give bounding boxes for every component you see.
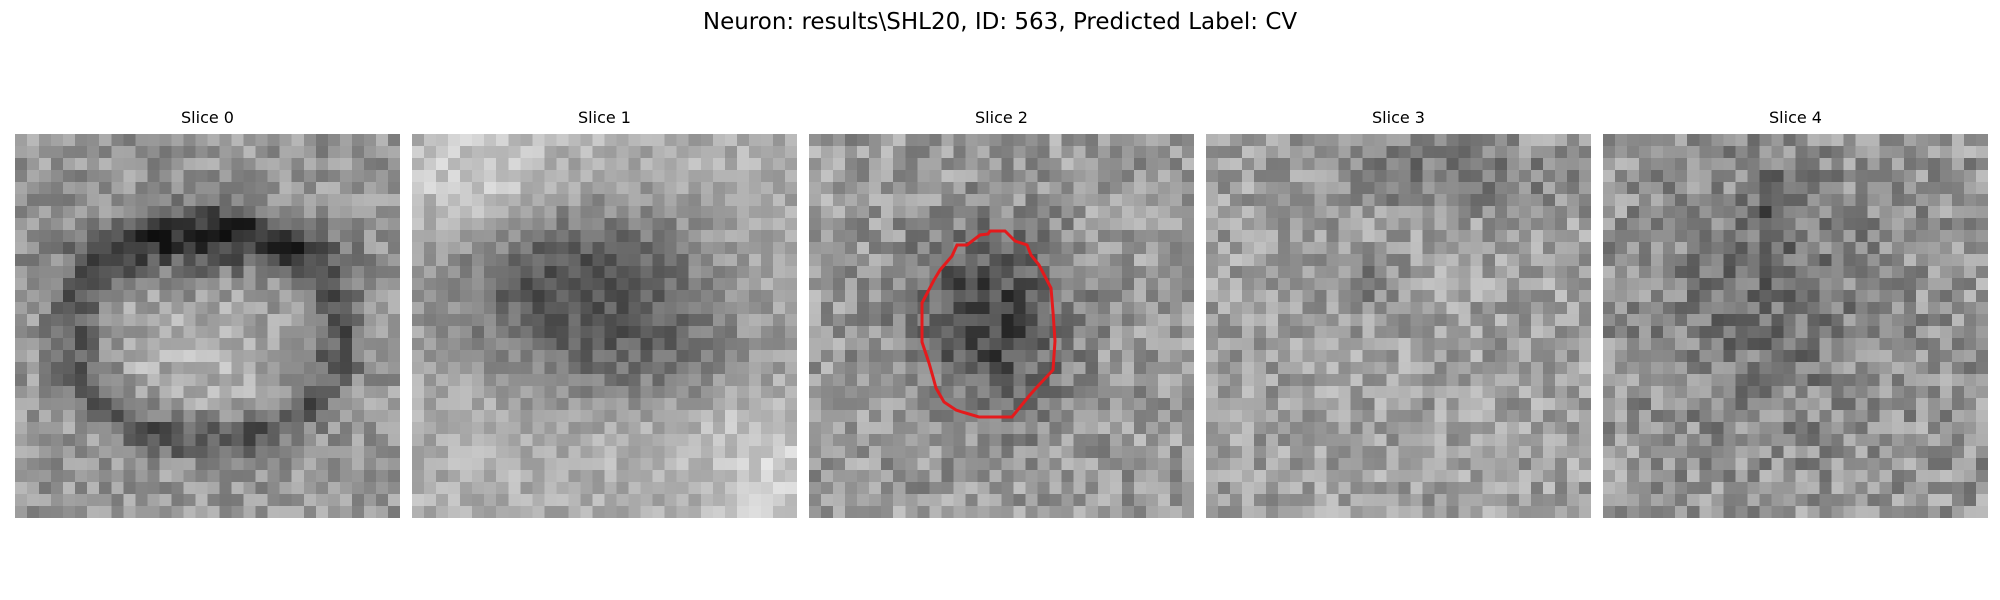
slice-image <box>412 134 797 518</box>
slice-image <box>809 134 1194 518</box>
figure-title: Neuron: results\SHL20, ID: 563, Predicte… <box>702 9 1298 35</box>
slice-image <box>1603 134 1988 518</box>
slice-title: Slice 1 <box>578 108 631 127</box>
slice-title: Slice 3 <box>1372 108 1425 127</box>
slice-title: Slice 2 <box>975 108 1028 127</box>
slice-title: Slice 0 <box>181 108 234 127</box>
slice-image <box>15 134 400 518</box>
slice-title: Slice 4 <box>1769 108 1822 127</box>
slice-image <box>1206 134 1591 518</box>
